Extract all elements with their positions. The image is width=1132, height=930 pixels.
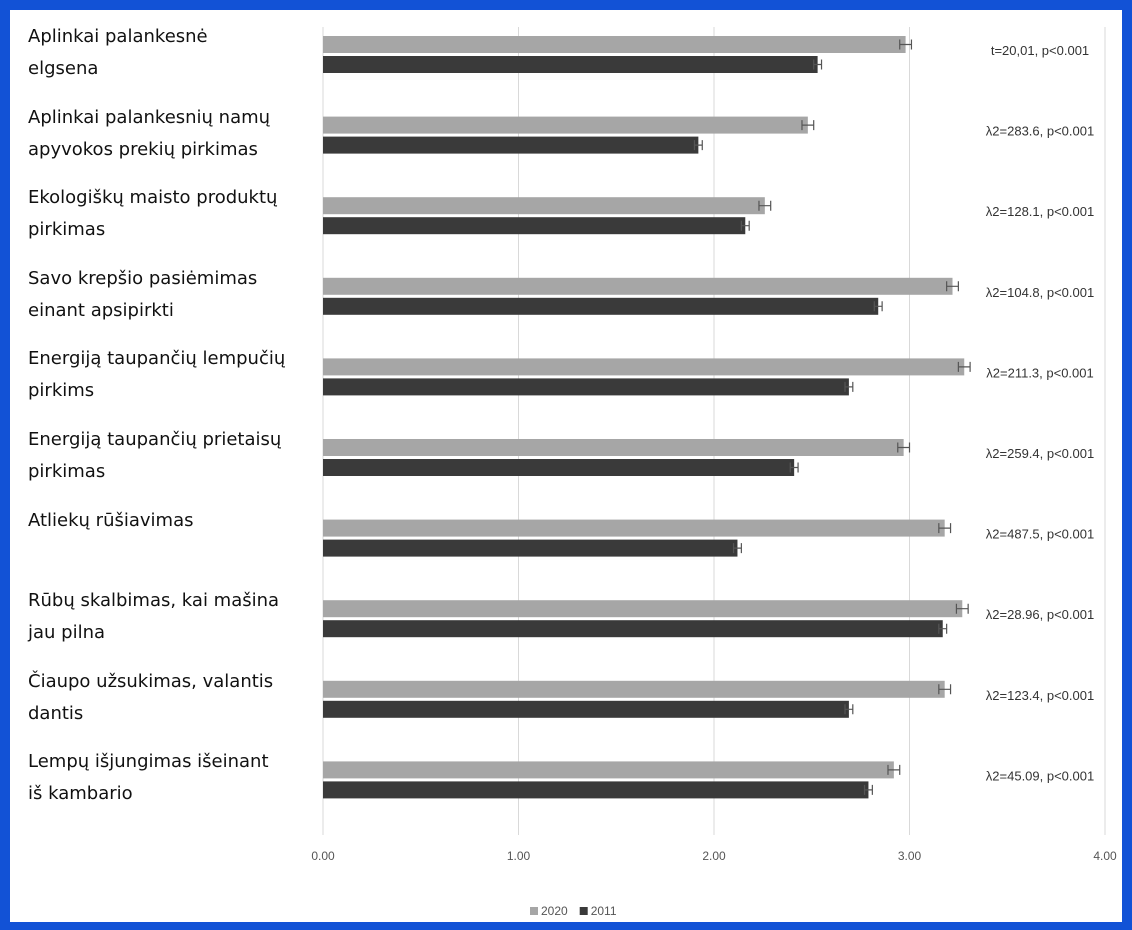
chart: 0.00 1.00 2.00 3.00 4.00 t=20,01, p<0.001 λ2=2… [311,27,1117,918]
error-bar [955,603,969,614]
bar [323,539,738,557]
category-label: Aplinkai palankesnė elgsena [28,26,208,79]
bar [323,36,906,53]
error-bar [873,301,883,312]
chart-panel: 0.00 1.00 2.00 3.00 4.00 t=20,01, p<0.001 λ2=2… [10,10,1122,922]
bar [323,700,849,718]
error-bar [938,523,952,534]
error-bar [863,784,873,795]
bar [323,197,765,215]
bar [323,277,953,295]
category-label: Rūbų skalbimas, kai mašina jau pilna [28,590,280,644]
x-tick-label: 0.00 [311,849,335,863]
error-bar [801,120,815,131]
bar [323,519,945,537]
category-label: Ekologiškų maisto produktų pirkimas [28,187,278,241]
error-bar [897,442,911,453]
bar [323,378,849,396]
category-label: Lempų išjungimas išeinant iš kambario [28,751,269,805]
legend-swatch [530,907,538,915]
bar [323,358,965,376]
error-bar [844,381,854,392]
bar [323,761,894,779]
error-bar [887,764,901,775]
annotation: t=20,01, p<0.001 [991,43,1089,58]
bar [323,56,818,73]
error-bar [693,140,703,151]
bar [323,781,869,799]
category-label: Aplinkai palankesnių namų apyvokos preki… [28,106,271,160]
annotation: λ2=259.4, p<0.001 [986,446,1094,461]
x-tick-label: 1.00 [507,849,531,863]
annotation: λ2=45.09, p<0.001 [986,768,1094,783]
bar [323,680,945,698]
error-bar [732,543,742,554]
error-bar [938,623,948,634]
bar [323,297,879,315]
bar [323,439,904,456]
bar [323,217,746,235]
bar [323,600,963,618]
bar [323,116,808,134]
error-bar [740,220,750,231]
annotation: λ2=28.96, p<0.001 [986,607,1094,622]
x-tick-label: 3.00 [898,849,922,863]
x-tick-label: 4.00 [1093,849,1117,863]
error-bar [946,281,959,292]
category-label: Čiaupo užsukimas, valantis dantis [28,670,274,724]
error-bar [844,704,854,715]
category-label: Atliekų rūšiavimas [28,509,194,531]
category-label: Energiją taupančių lempučių pirkims [28,348,286,402]
category-label: Savo krepšio pasiėmimas einant apsipirkt… [28,267,258,321]
annotation: λ2=283.6, p<0.001 [986,124,1094,139]
x-tick-label: 2.00 [702,849,726,863]
legend-label: 2011 [591,904,617,918]
legend-label: 2020 [541,904,568,918]
bar [323,459,795,476]
error-bar [789,462,799,473]
bar [323,620,943,638]
error-bar [758,200,772,211]
error-bar [957,361,971,372]
error-bar [938,684,952,695]
bar [323,136,699,154]
legend-swatch [579,907,588,915]
annotation: λ2=211.3, p<0.001 [986,365,1093,380]
annotation: λ2=123.4, p<0.001 [986,688,1094,703]
category-label: Energiją taupančių prietaisų pirkimas [28,429,282,482]
error-bar [899,39,913,50]
annotation: λ2=487.5, p<0.001 [986,527,1094,542]
error-bar [813,59,823,70]
annotation: λ2=128.1, p<0.001 [986,204,1094,219]
annotation: λ2=104.8, p<0.001 [986,285,1094,300]
